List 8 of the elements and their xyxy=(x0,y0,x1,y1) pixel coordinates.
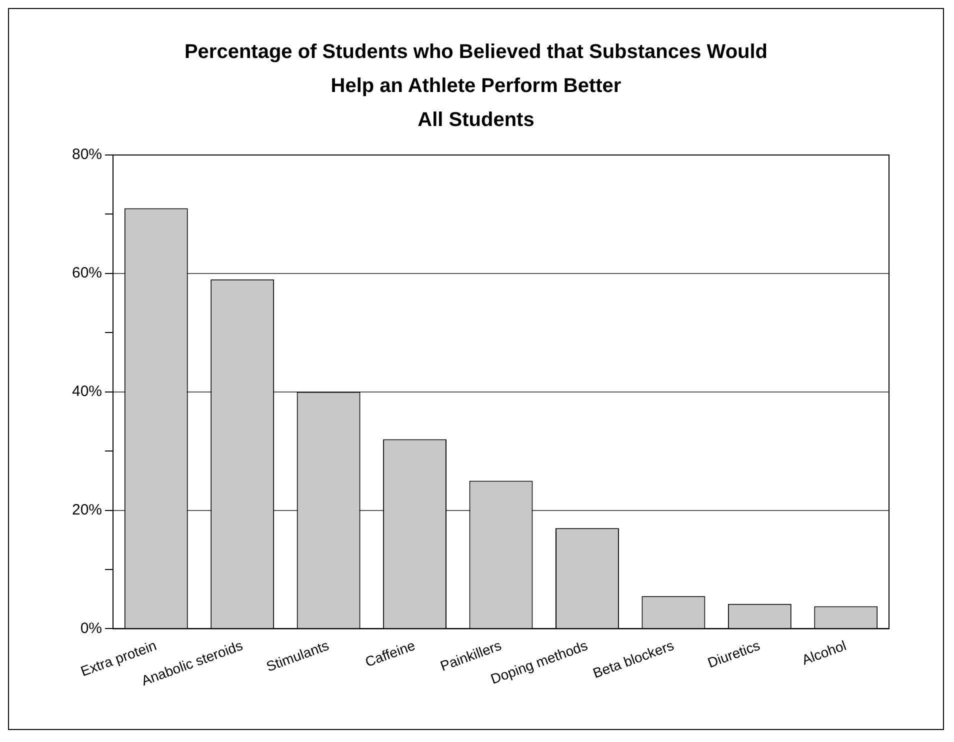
y-tick-label: 0% xyxy=(80,620,102,637)
chart-subtitle: All Students xyxy=(416,108,536,133)
y-tick-label: 20% xyxy=(72,501,102,518)
y-tick-label: 40% xyxy=(72,383,102,400)
x-tick-label: Caffeine xyxy=(362,636,418,670)
y-tick-label: 80% xyxy=(72,146,102,164)
y-tick-label: 60% xyxy=(72,264,102,282)
chart-title: Percentage of Students who Believed that Substances Would Help an Athlete Perform Better xyxy=(183,40,769,99)
